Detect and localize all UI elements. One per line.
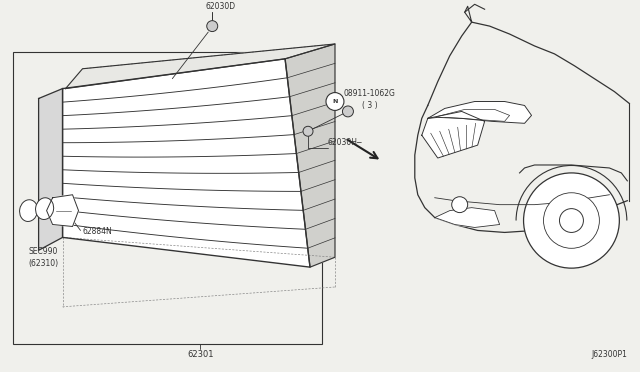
Bar <box>13 52 322 343</box>
Text: 08911-1062G: 08911-1062G <box>344 89 396 97</box>
Polygon shape <box>38 89 63 250</box>
Circle shape <box>207 21 218 32</box>
Polygon shape <box>428 102 532 124</box>
Circle shape <box>543 193 600 248</box>
Text: N: N <box>332 99 338 104</box>
Text: SEC990: SEC990 <box>29 247 58 256</box>
Text: 62301: 62301 <box>187 350 214 359</box>
Text: 62030D: 62030D <box>205 2 236 11</box>
Polygon shape <box>422 112 484 158</box>
Circle shape <box>524 173 620 268</box>
Circle shape <box>303 126 313 136</box>
Circle shape <box>559 209 584 232</box>
Circle shape <box>326 93 344 110</box>
Circle shape <box>342 106 353 117</box>
Text: 62030H─: 62030H─ <box>328 138 363 147</box>
Polygon shape <box>65 44 335 89</box>
Polygon shape <box>47 195 79 227</box>
Text: ( 3 ): ( 3 ) <box>362 102 378 110</box>
Text: (62310): (62310) <box>29 259 59 268</box>
Text: J62300P1: J62300P1 <box>591 350 627 359</box>
Text: 62884N: 62884N <box>83 227 112 237</box>
Ellipse shape <box>36 198 54 219</box>
Polygon shape <box>63 59 310 267</box>
Polygon shape <box>285 44 335 267</box>
Circle shape <box>452 197 468 212</box>
Ellipse shape <box>20 200 38 221</box>
Polygon shape <box>435 208 500 227</box>
